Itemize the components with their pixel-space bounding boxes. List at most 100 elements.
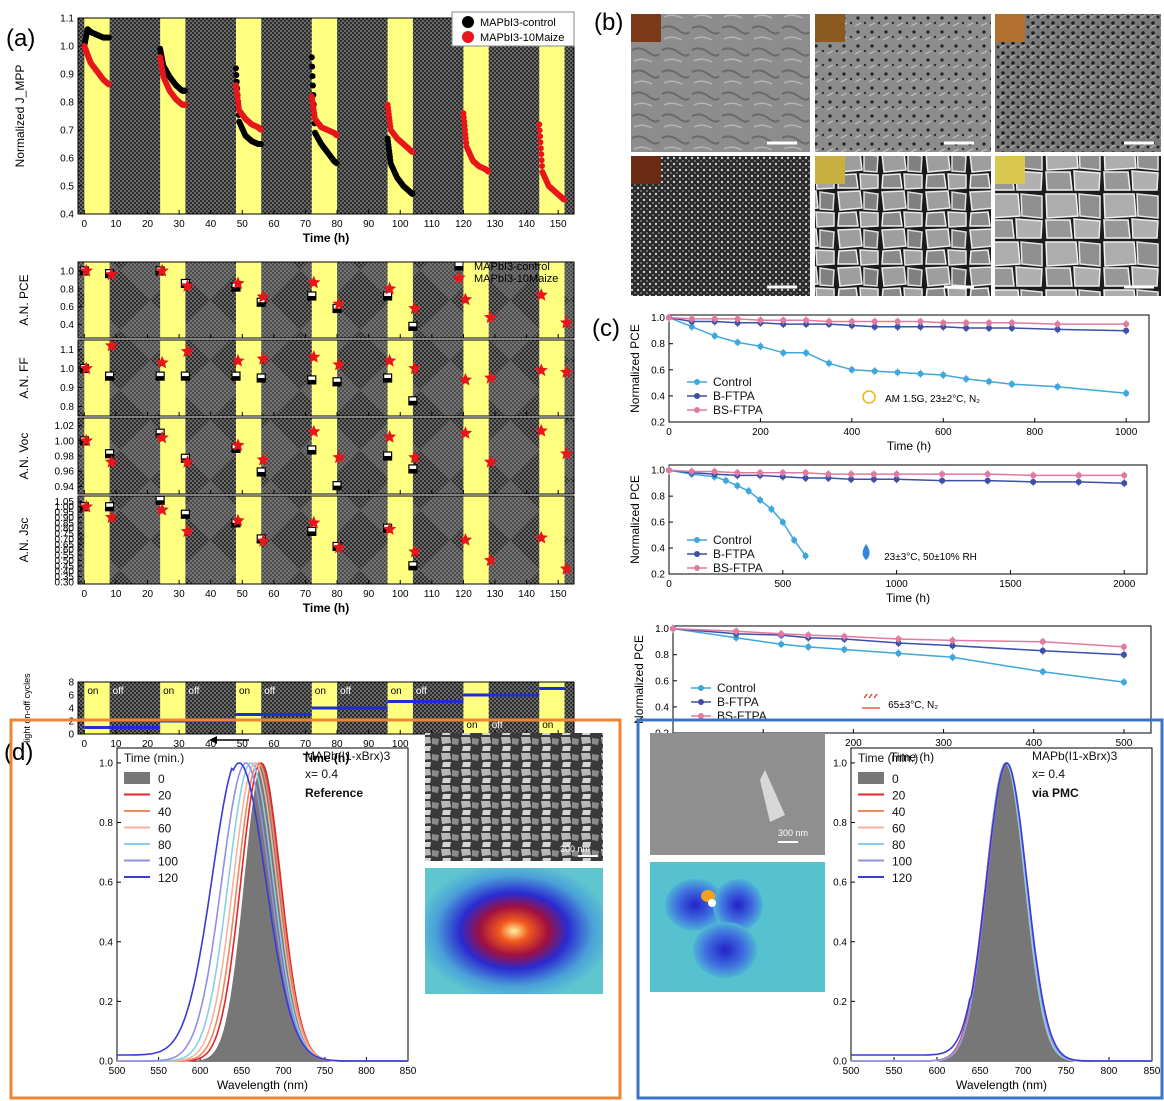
jmpp-point-control [105, 34, 112, 41]
legend-label: 60 [892, 822, 906, 836]
legend-marker [694, 537, 700, 543]
marker-maize [534, 423, 548, 437]
marker-maize [382, 522, 397, 535]
jmpp-point-maize [539, 163, 546, 170]
series-point-Control [734, 339, 741, 346]
marker-maize [79, 263, 93, 277]
marker-maize [256, 289, 270, 303]
series-point-BS-FTPA [733, 628, 740, 635]
d-left-xtick-label: 500 [109, 1066, 126, 1077]
d-left-ytick-label: 0.4 [99, 937, 113, 948]
a-bot-row-ytick-label: 1.0 [60, 364, 74, 375]
series-point-B-FTPA [939, 477, 946, 484]
axes-frame-row [77, 495, 575, 585]
series-point-BS-FTPA [780, 317, 787, 324]
c1-ytick-label: 0.8 [651, 339, 665, 350]
marker-maize [231, 353, 245, 367]
legend-label-maize: MAPbI3-10Maize [474, 273, 558, 285]
marker-maize [559, 365, 574, 378]
a-top-xtick-label: 30 [174, 219, 186, 230]
marker-maize [256, 534, 270, 547]
marker-control-half [181, 514, 190, 519]
composition-label: MAPb(I1-xBrx)3 [305, 749, 391, 763]
x-axis-label-cycles: Time (h) [303, 751, 349, 765]
c2-xtick-label: 0 [666, 579, 672, 590]
series-point-Control [986, 378, 992, 385]
marker-control-half [257, 471, 266, 476]
a-top-xtick-label: 100 [392, 219, 409, 230]
a-top-xtick-label: 80 [331, 219, 343, 230]
y-axis-label: Normalized PCE [628, 475, 642, 564]
series-point-BS-FTPA [871, 318, 878, 325]
spectrum-line-120 [851, 762, 1152, 1062]
c1-xtick-label: 0 [666, 427, 672, 438]
c2-ytick-label: 0.8 [651, 492, 665, 503]
a-bot-xtick-label: 0 [82, 589, 88, 600]
c3-ytick-label: 0.8 [655, 650, 669, 661]
series-point-B-FTPA [917, 323, 924, 330]
marker-maize [559, 562, 574, 575]
series-point-Control [757, 497, 764, 504]
film-photo-5 [815, 156, 845, 184]
a-bot-row-ytick-label: 0.50 [55, 556, 75, 567]
series-line-BS-FTPA [668, 469, 1125, 477]
d-right-ytick-label: 0.6 [833, 878, 847, 889]
series-point-Control [894, 369, 901, 376]
row-y-axis-label: A.N. Jsc [17, 518, 31, 563]
condition-annotation: AM 1.5G, 23±2°C, N₂ [885, 394, 980, 405]
jmpp-point-maize [538, 151, 545, 158]
panel-label-c: (c) [592, 315, 620, 342]
scale-label-pmc: 300 nm [778, 828, 808, 838]
a-top-ytick-label: 0.9 [60, 70, 74, 81]
series-point-BS-FTPA [949, 637, 956, 644]
legend-label: 20 [892, 789, 906, 803]
series-point-Control [757, 343, 764, 350]
legend-marker-maize [462, 31, 474, 43]
cycle-state-label: on [542, 720, 553, 731]
a-top-ytick-label: 0.5 [60, 182, 74, 193]
a-bot-row-ytick-label: 1.0 [60, 266, 74, 277]
legend-marker [698, 713, 704, 719]
marker-maize [534, 288, 548, 301]
axes-frame-row [77, 261, 575, 339]
light-on-band [387, 682, 413, 734]
y-axis-label: Normalized PCE [628, 324, 642, 413]
jmpp-point-control [257, 141, 264, 147]
legend-label: Control [717, 681, 756, 695]
marker-control-half [231, 448, 240, 453]
series-point-B-FTPA [986, 325, 992, 332]
a-bot-row-ytick-label: 0.85 [55, 518, 75, 529]
legend-label: Control [713, 375, 752, 389]
marker-maize [484, 371, 498, 384]
x-axis-label: Time (h) [303, 601, 349, 615]
a-top-xtick-label: 60 [268, 219, 280, 230]
light-on-band [84, 682, 110, 734]
d-left-ytick-label: 0.2 [99, 997, 113, 1008]
legend-label: 120 [158, 871, 178, 885]
marker-maize [332, 297, 346, 310]
marker-control-half [408, 326, 417, 331]
jmpp-point-maize [561, 196, 568, 203]
panel-label-d: (d) [4, 739, 33, 766]
cycles-xtick-label: 30 [174, 739, 186, 750]
series-point-BS-FTPA [688, 315, 695, 322]
a-bot-row-ytick-label: 0.80 [55, 524, 75, 535]
series-point-B-FTPA [1039, 647, 1046, 654]
series-point-Control [711, 332, 718, 339]
marker-maize [307, 424, 321, 438]
cycles-xtick-label: 50 [237, 739, 249, 750]
series-point-Control [1120, 679, 1127, 686]
axes-frame-c3 [672, 625, 1152, 734]
series-point-BS-FTPA [778, 630, 785, 637]
legend-title: Time (min.) [124, 751, 184, 765]
a-bot-row-ytick-label: 1.1 [60, 345, 74, 356]
jmpp-point-maize [333, 132, 340, 139]
a-bot-row-ytick-label: 0.94 [55, 482, 75, 493]
composition-method: via PMC [1032, 786, 1079, 800]
c3-ytick-label: 1.0 [655, 624, 669, 635]
film-photo-2 [815, 14, 845, 42]
legend-label: B-FTPA [717, 695, 759, 709]
y-axis-label: Normalized J_MPP [13, 65, 27, 168]
marker-control-half [408, 565, 417, 570]
